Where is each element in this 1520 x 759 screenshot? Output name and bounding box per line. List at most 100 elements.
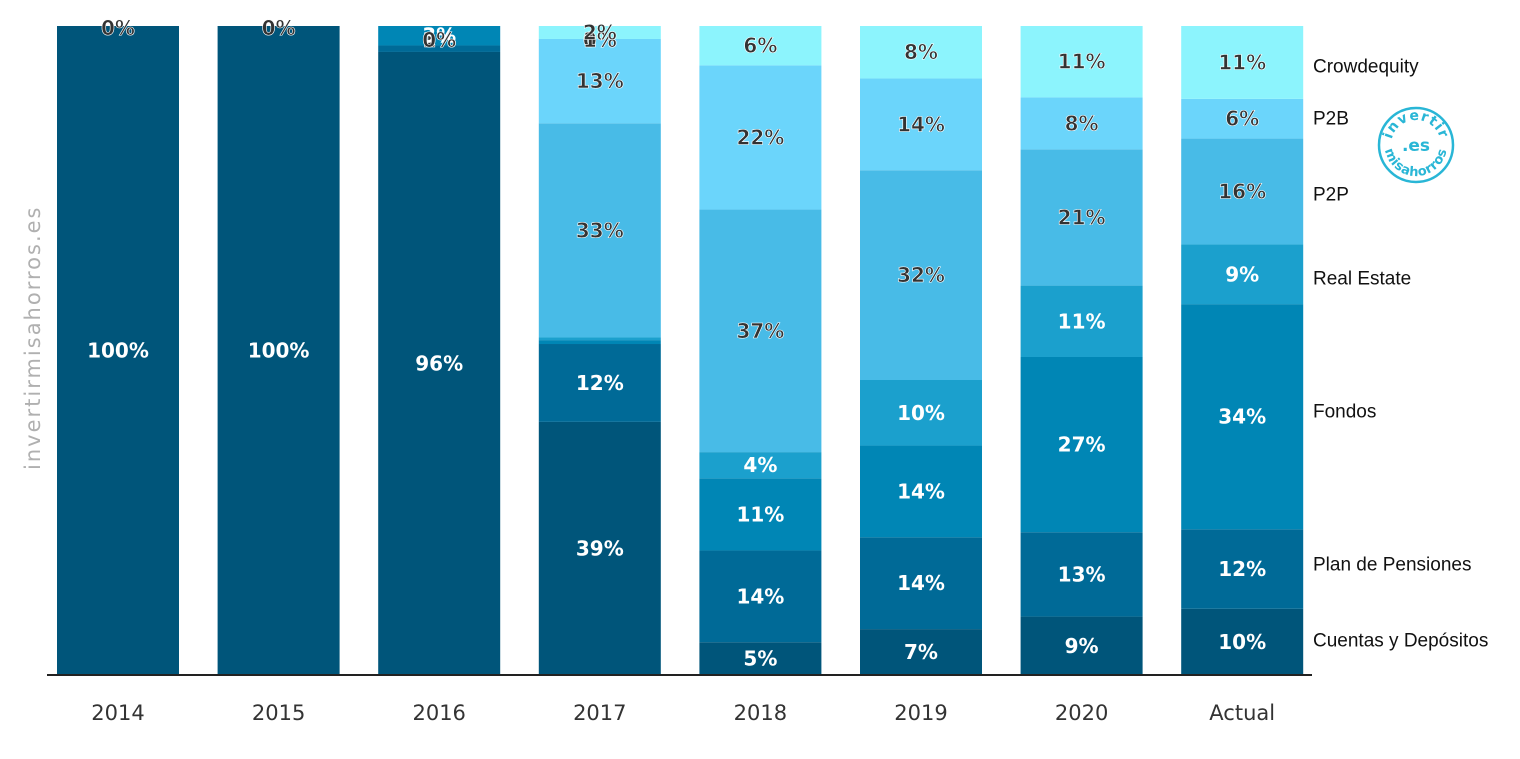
- bar-segment-cuentas-y-depositos-2014: [57, 26, 179, 675]
- logo: invertir .es misahorros: [1377, 106, 1455, 184]
- bar-segment-cuentas-y-depositos-actual: [1181, 608, 1304, 675]
- segment-label-fondos-2016: 3%: [422, 24, 456, 48]
- bars-layer: [57, 26, 1304, 675]
- bar-segment-cuentas-y-depositos-2015: [217, 26, 340, 675]
- segment-label-cuentas-y-depositos-2017: 39%: [576, 536, 624, 560]
- segment-label-crowdequity-2019: 8%: [904, 40, 938, 64]
- segment-label-cuentas-y-depositos-2020: 9%: [1065, 634, 1099, 658]
- bar-segment-crowdequity-2020: [1020, 26, 1143, 98]
- bar-segment-fondos-actual: [1181, 304, 1304, 530]
- segment-label-crowdequity-2017: 2%: [583, 20, 617, 44]
- segment-label-fondos-actual: 34%: [1218, 405, 1266, 429]
- bar-segment-p2b-2017: [538, 38, 661, 124]
- segment-label-p2b-2019: 14%: [897, 112, 945, 136]
- segment-label-p2b-actual: 6%: [1225, 107, 1259, 131]
- bar-segment-plan-de-pensiones-actual: [1181, 529, 1304, 609]
- bar-segment-crowdequity-2018: [699, 26, 822, 66]
- segment-label-p2p-actual: 16%: [1218, 180, 1266, 204]
- segment-label-p2p-2020: 21%: [1058, 205, 1106, 229]
- bar-segment-crowdequity-2019: [860, 26, 982, 79]
- bar-segment-fondos-2017: [538, 340, 661, 345]
- segment-label-crowdequity-2018: 6%: [743, 34, 777, 58]
- legend-item-p2p: P2P: [1313, 185, 1349, 206]
- segment-label-p2p-2019: 32%: [897, 263, 945, 287]
- bar-segment-cuentas-y-depositos-2018: [699, 642, 822, 675]
- segment-label-cuentas-y-depositos-2018: 5%: [743, 647, 777, 671]
- segment-label-cuentas-y-depositos-2019: 7%: [904, 640, 938, 664]
- bar-segment-real-estate-2017: [538, 337, 661, 341]
- logo-center-text: .es: [1402, 136, 1430, 156]
- segment-label-crowdequity-2014: 0%: [101, 16, 135, 40]
- x-tick-label-2020: 2020: [1055, 701, 1108, 725]
- bar-segment-plan-de-pensiones-2020: [1020, 532, 1143, 617]
- bar-segment-p2p-2018: [699, 209, 822, 453]
- x-tick-label-2019: 2019: [894, 701, 947, 725]
- bar-segment-plan-de-pensiones-2016: [378, 45, 501, 52]
- x-tick-label-2017: 2017: [573, 701, 626, 725]
- bar-segment-p2p-2017: [538, 123, 661, 338]
- bar-segment-fondos-2020: [1020, 356, 1143, 533]
- bar-segment-plan-de-pensiones-2019: [860, 537, 982, 630]
- bar-segment-real-estate-2019: [860, 380, 982, 446]
- bar-segment-fondos-2019: [860, 445, 982, 538]
- segment-label-p2b-2016: 0%: [422, 28, 456, 52]
- bar-segment-plan-de-pensiones-2017: [538, 344, 661, 422]
- segment-label-p2b-2017: 13%: [576, 69, 624, 93]
- bar-segment-cuentas-y-depositos-2016: [378, 51, 501, 675]
- segment-label-plan-de-pensiones-2019: 14%: [897, 571, 945, 595]
- bar-segment-real-estate-actual: [1181, 244, 1304, 305]
- bar-segment-real-estate-2020: [1020, 285, 1143, 357]
- segment-label-plan-de-pensiones-2017: 12%: [576, 371, 624, 395]
- bar-segment-p2b-2020: [1020, 97, 1143, 150]
- x-tick-labels: 2014 2015 2016 2017 2018 2019 2020 Actual: [91, 701, 1275, 725]
- segment-label-fondos-2017: 0%: [583, 28, 617, 52]
- bar-segment-p2b-actual: [1181, 98, 1304, 139]
- segment-label-crowdequity-2020: 11%: [1058, 50, 1106, 74]
- legend: Cuentas y Depósitos Plan de Pensiones Fond…: [1313, 57, 1488, 652]
- segment-label-p2p-2018: 37%: [736, 319, 784, 343]
- bar-segment-crowdequity-actual: [1181, 26, 1304, 99]
- segment-label-plan-de-pensiones-2018: 14%: [736, 584, 784, 608]
- x-tick-label-2016: 2016: [412, 701, 465, 725]
- segment-label-real-estate-2018: 4%: [743, 453, 777, 477]
- segment-label-fondos-2019: 14%: [897, 479, 945, 503]
- legend-item-plan-de-pensiones: Plan de Pensiones: [1313, 555, 1471, 576]
- segment-label-crowdequity-actual: 11%: [1218, 50, 1266, 74]
- x-tick-label-2018: 2018: [734, 701, 787, 725]
- segment-label-p2b-2020: 8%: [1065, 111, 1099, 135]
- bar-segment-p2p-2019: [860, 170, 982, 380]
- bar-segment-plan-de-pensiones-2018: [699, 550, 822, 643]
- segment-label-cuentas-y-depositos-actual: 10%: [1218, 630, 1266, 654]
- segment-label-real-estate-2019: 10%: [897, 401, 945, 425]
- x-tick-label-2014: 2014: [91, 701, 144, 725]
- segment-label-p2b-2018: 22%: [736, 125, 784, 149]
- bar-segment-fondos-2016: [378, 26, 501, 46]
- bar-segment-p2b-2018: [699, 65, 822, 210]
- segment-label-p2p-2017: 33%: [576, 218, 624, 242]
- bar-segment-p2p-actual: [1181, 138, 1304, 245]
- legend-item-fondos: Fondos: [1313, 402, 1376, 423]
- segment-label-real-estate-2017: 1%: [583, 28, 617, 52]
- segment-label-plan-de-pensiones-2020: 13%: [1058, 562, 1106, 586]
- bar-segment-cuentas-y-depositos-2017: [538, 421, 661, 675]
- legend-item-crowdequity: Crowdequity: [1313, 57, 1419, 78]
- logo-ring: [1377, 106, 1455, 184]
- bar-segment-p2b-2019: [860, 78, 982, 171]
- segment-labels-layer: 100%0%100%0%96%1%3%0%39%12%0%1%33%13%2%5…: [87, 16, 1266, 671]
- segment-label-crowdequity-2015: 0%: [262, 16, 296, 40]
- bar-segment-cuentas-y-depositos-2019: [860, 629, 982, 675]
- segment-label-fondos-2018: 11%: [736, 502, 784, 526]
- bar-segment-p2p-2020: [1020, 149, 1143, 286]
- x-tick-label-2015: 2015: [252, 701, 305, 725]
- segment-label-fondos-2020: 27%: [1058, 433, 1106, 457]
- bar-segment-real-estate-2018: [699, 452, 822, 479]
- segment-label-plan-de-pensiones-2016: 1%: [422, 28, 456, 52]
- segment-label-real-estate-actual: 9%: [1225, 262, 1259, 286]
- bar-segment-crowdequity-2017: [538, 26, 661, 39]
- bar-segment-fondos-2018: [699, 478, 822, 551]
- legend-item-real-estate: Real Estate: [1313, 269, 1411, 290]
- segment-label-cuentas-y-depositos-2014: 100%: [87, 339, 149, 363]
- segment-label-real-estate-2020: 11%: [1058, 309, 1106, 333]
- segment-label-cuentas-y-depositos-2015: 100%: [248, 339, 310, 363]
